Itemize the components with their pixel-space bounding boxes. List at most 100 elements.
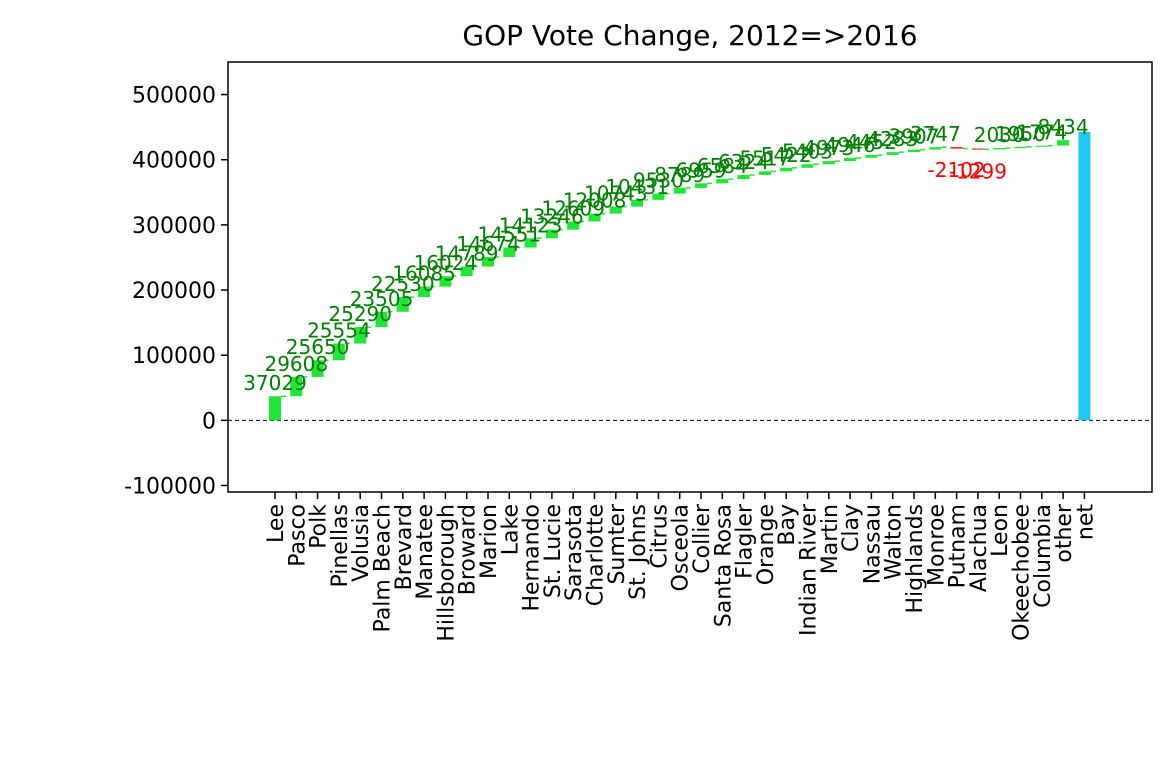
- bar: [375, 311, 388, 328]
- bar-value-label: 1950: [995, 122, 1046, 146]
- x-tick-label: Collier: [690, 503, 715, 574]
- bar-value-label: 23505: [350, 287, 414, 311]
- bar-value-label: 14123: [499, 213, 563, 237]
- x-tick-label: Hernando: [520, 504, 545, 612]
- bar: [695, 183, 707, 188]
- x-tick-label: Orange: [754, 504, 779, 585]
- connector-lines: [228, 144, 1152, 421]
- bar: [844, 157, 857, 162]
- y-tick-label: 200000: [132, 279, 216, 304]
- bar-value-label: 5422: [761, 143, 812, 167]
- bar: [269, 396, 281, 421]
- x-tick-label: St. Johns: [626, 504, 651, 600]
- bar: [482, 256, 494, 267]
- bar: [545, 229, 558, 239]
- bar-value-label: 10431: [605, 175, 669, 199]
- bar: [822, 161, 835, 165]
- bar-value-label: 5403: [782, 139, 833, 163]
- bar-value-label: 25650: [286, 335, 350, 359]
- y-tick-label: 300000: [132, 214, 216, 239]
- bar: [908, 149, 920, 153]
- bar-value-label: 6584: [697, 154, 748, 178]
- bar: [588, 213, 601, 222]
- x-tick-label: Putnam: [946, 504, 971, 588]
- bar: [524, 238, 537, 248]
- bar-value-label: 37029: [243, 371, 307, 395]
- bar: [737, 174, 750, 180]
- x-tick-label: other: [1052, 503, 1077, 563]
- bar: [1035, 145, 1048, 147]
- bar-value-label: 14789: [435, 242, 499, 266]
- x-tick-label: Manatee: [413, 504, 438, 600]
- bar: [609, 206, 622, 214]
- x-tick-label: Flagler: [733, 503, 758, 579]
- x-tick-label: Palm Beach: [371, 504, 396, 632]
- bar-value-label: 8789: [654, 163, 705, 187]
- y-tick-label: -100000: [124, 474, 216, 499]
- x-tick-label: Monroe: [924, 504, 949, 586]
- x-tick-label: Volusia: [349, 504, 374, 582]
- bar-value-label: 25290: [328, 302, 392, 326]
- bar: [929, 147, 942, 150]
- bar-labels: 3702929608256502555425290235052253016085…: [243, 115, 1088, 395]
- bar-value-label: 6324: [718, 150, 769, 174]
- x-tick-label: net: [1073, 504, 1098, 540]
- bar: [971, 148, 984, 150]
- bar: [950, 147, 963, 149]
- x-tick-label: Alachua: [967, 504, 992, 592]
- bar: [758, 171, 771, 175]
- bar-value-label: 4283: [867, 127, 918, 151]
- bar: [652, 193, 665, 200]
- x-tick-label: Lee: [264, 504, 289, 543]
- bar-value-label: 3907: [889, 125, 940, 149]
- bar: [1057, 140, 1070, 146]
- bar-value-label: 14674: [456, 232, 520, 256]
- bar: [886, 152, 899, 155]
- x-tick-label: Citrus: [647, 504, 672, 569]
- bar: [418, 286, 431, 298]
- x-tick-label: Hillsborough: [434, 504, 459, 642]
- x-tick-label: Pasco: [285, 504, 310, 567]
- x-tick-label: Osceola: [669, 504, 694, 591]
- bar: [865, 154, 878, 158]
- bar: [332, 343, 345, 361]
- bar: [290, 376, 303, 397]
- bar-value-label: -2102: [928, 158, 986, 182]
- y-tick-label: 500000: [132, 84, 216, 109]
- x-tick-label: Okeechobee: [1010, 504, 1035, 641]
- bar-value-label: 1774: [1016, 121, 1067, 145]
- y-tick-label: 0: [202, 409, 216, 434]
- bar: [780, 167, 793, 172]
- bar: [716, 179, 729, 184]
- bar-value-label: 9530: [633, 169, 684, 193]
- bar: [354, 327, 367, 344]
- x-tick-label: Martin: [818, 504, 843, 574]
- x-tick-label: Clay: [839, 504, 864, 552]
- y-tick-label: 400000: [132, 149, 216, 174]
- bar-value-label: 4973: [803, 136, 854, 160]
- bar-value-label: 12609: [541, 196, 605, 220]
- x-tick-label: Pinellas: [328, 504, 353, 588]
- bar-value-label: 5517: [739, 146, 790, 170]
- x-tick-label: Bay: [775, 504, 800, 546]
- plot-frame: [227, 61, 1153, 493]
- x-tick-label: St. Lucie: [541, 504, 566, 598]
- x-tick-label: Charlotte: [584, 504, 609, 606]
- x-tick-label: Sumter: [605, 503, 630, 585]
- bar: [1014, 146, 1027, 149]
- x-tick-label: Highlands: [903, 504, 928, 614]
- x-tick-label: Indian River: [797, 503, 822, 636]
- bar-value-label: 29608: [264, 352, 328, 376]
- x-tick-label: Marion: [477, 504, 502, 579]
- bar-value-label: 25554: [307, 319, 371, 343]
- bars: [269, 131, 1091, 421]
- x-tick-label: Lake: [498, 504, 523, 555]
- x-tick-label: Brevard: [392, 504, 417, 590]
- bar-value-label: 4946: [825, 133, 876, 157]
- y-tick-label: 100000: [132, 344, 216, 369]
- bar: [503, 247, 516, 257]
- net-bar: [1078, 131, 1091, 421]
- bar-value-label: 16024: [414, 251, 478, 275]
- bar-value-label: 22530: [371, 272, 435, 296]
